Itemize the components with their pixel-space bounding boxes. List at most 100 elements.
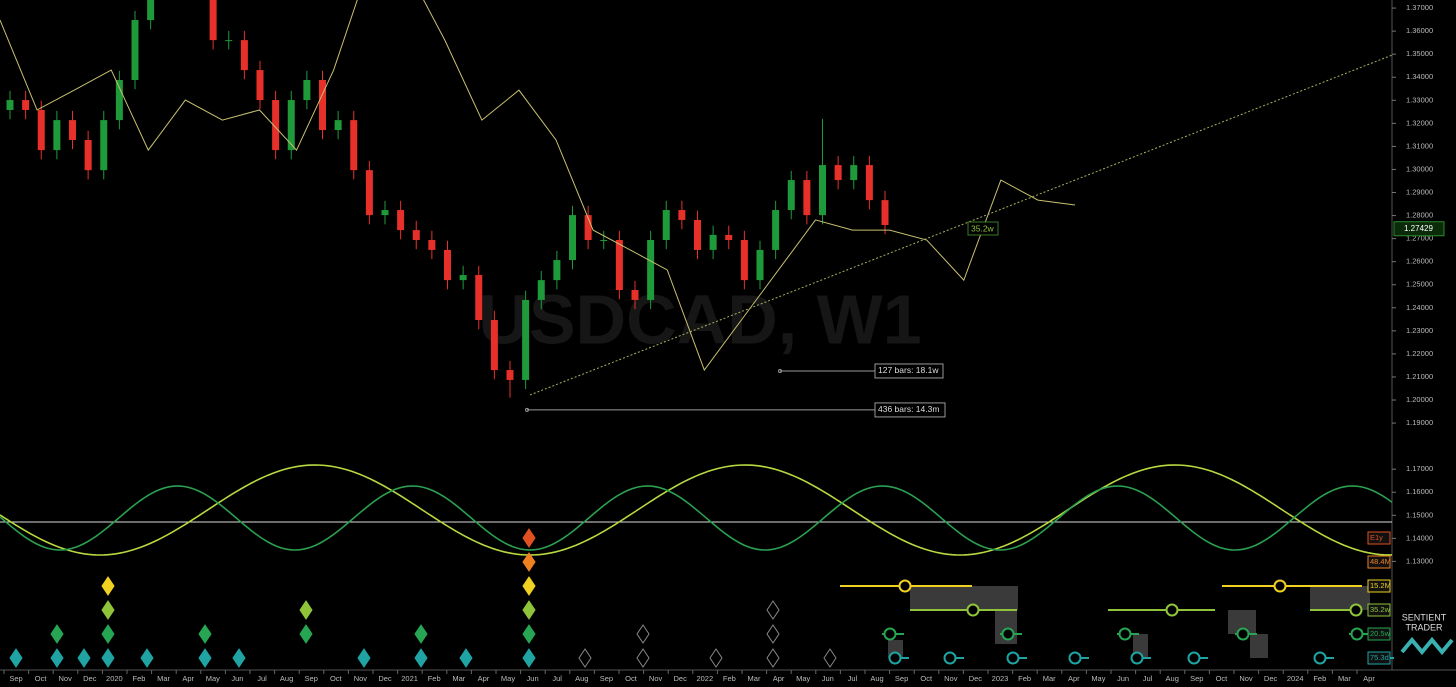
x-tick-label: Feb (133, 674, 146, 683)
phase-circle (1006, 651, 1020, 665)
x-tick-label: Aug (1166, 674, 1179, 683)
x-tick-label: Apr (1363, 674, 1375, 683)
cycle-diamond (50, 648, 64, 668)
candle-body (131, 20, 139, 81)
y-tick-label: 1.19000 (1406, 418, 1433, 427)
candle-body (865, 165, 873, 201)
candle-body (522, 299, 530, 380)
cycle-wave (0, 485, 1393, 551)
phase-circle (883, 627, 897, 641)
x-tick-label: May (206, 674, 220, 683)
candle-body (53, 120, 61, 151)
candle-body (240, 40, 248, 71)
x-tick-label: May (501, 674, 515, 683)
x-tick-label: Aug (575, 674, 588, 683)
candle-body (209, 0, 217, 41)
cycle-wave (0, 464, 1392, 556)
candle-body (881, 200, 889, 226)
candle-body (615, 240, 623, 291)
cycle-diamond (522, 576, 536, 596)
y-tick-label: 1.20000 (1406, 395, 1433, 404)
candle-body (772, 210, 780, 250)
x-tick-label: Jun (822, 674, 834, 683)
phase-circle (1118, 627, 1132, 641)
candle-body (381, 210, 389, 216)
y-tick-label: 1.22000 (1406, 349, 1433, 358)
candle-body (334, 120, 342, 131)
cycle-diamond (522, 528, 536, 548)
y-tick-label: 1.21000 (1406, 372, 1433, 381)
x-tick-label: Aug (280, 674, 293, 683)
phase-circle (1350, 627, 1364, 641)
candle-body (475, 275, 483, 321)
x-tick-label: Nov (944, 674, 958, 683)
x-tick-label: Jul (848, 674, 858, 683)
watermark: USDCAD, W1 (478, 280, 921, 358)
measure-dot (778, 368, 782, 373)
x-tick-label: Nov (1239, 674, 1253, 683)
y-tick-label: 1.34000 (1406, 72, 1433, 81)
y-tick-label: 1.29000 (1406, 187, 1433, 196)
cycle-diamond (823, 648, 837, 668)
x-tick-label: Mar (157, 674, 170, 683)
x-tick-label: Nov (649, 674, 663, 683)
candle-body (694, 219, 701, 250)
candle-body (662, 210, 670, 241)
x-tick-label: May (1091, 674, 1105, 683)
x-tick-label: Dec (969, 674, 983, 683)
x-tick-label: 2024 (1287, 674, 1304, 683)
cycle-label-box (1367, 651, 1391, 665)
y-tick-label: 1.32000 (1406, 118, 1433, 127)
cycle-diamond (101, 576, 115, 596)
candle-body (6, 100, 14, 110)
candle-body (365, 170, 373, 216)
x-tick-label: 2020 (106, 674, 123, 683)
x-tick-label: 2022 (696, 674, 713, 683)
cycle-diamond (299, 600, 313, 620)
x-tick-label: Jul (257, 674, 267, 683)
x-tick-label: May (796, 674, 810, 683)
candle-body (600, 240, 608, 242)
cycle-label-box (1367, 531, 1391, 545)
phase-circle (1068, 651, 1082, 665)
x-tick-label: Jun (231, 674, 243, 683)
phase-circle (1001, 627, 1015, 641)
cycle-diamond (198, 648, 212, 668)
cycle-label-box (1367, 555, 1391, 569)
candle-body (803, 180, 811, 216)
candle-body (647, 240, 655, 300)
y-tick-label: 1.26000 (1406, 257, 1433, 266)
cycle-diamond (766, 624, 780, 644)
candle-body (631, 290, 639, 300)
x-tick-label: Jul (552, 674, 562, 683)
y-tick-label: 1.27000 (1406, 234, 1433, 243)
x-tick-label: Feb (723, 674, 736, 683)
candle-body (37, 109, 45, 151)
last-price: 1.27429 (1404, 224, 1433, 233)
candle-body (115, 80, 123, 121)
cycle-label: 15.2M (1370, 581, 1391, 590)
candle-body (678, 210, 686, 220)
candle-body (256, 70, 264, 101)
candle-body (350, 120, 358, 171)
cycle-diamond (709, 648, 723, 668)
x-tick-label: Jul (1143, 674, 1153, 683)
phase-circle (898, 579, 912, 593)
projection-line (0, 0, 1076, 372)
cycle-diamond (77, 648, 91, 668)
measure-label: 436 bars: 14.3m (878, 404, 939, 414)
x-tick-label: Feb (1313, 674, 1326, 683)
candle-body (787, 180, 795, 211)
cycle-diamond (636, 624, 650, 644)
candle-body (740, 240, 748, 281)
measure-label: 127 bars: 18.1w (878, 365, 939, 375)
y-tick-label: 1.24000 (1406, 303, 1433, 312)
cycle-label: E1y (1370, 533, 1383, 542)
cycle-diamond (522, 600, 536, 620)
x-tick-label: Oct (1216, 674, 1229, 683)
logo-text: TRADER (1405, 622, 1443, 632)
x-tick-label: Mar (1043, 674, 1056, 683)
x-tick-label: 2021 (401, 674, 418, 683)
phase-circle (1236, 627, 1250, 641)
